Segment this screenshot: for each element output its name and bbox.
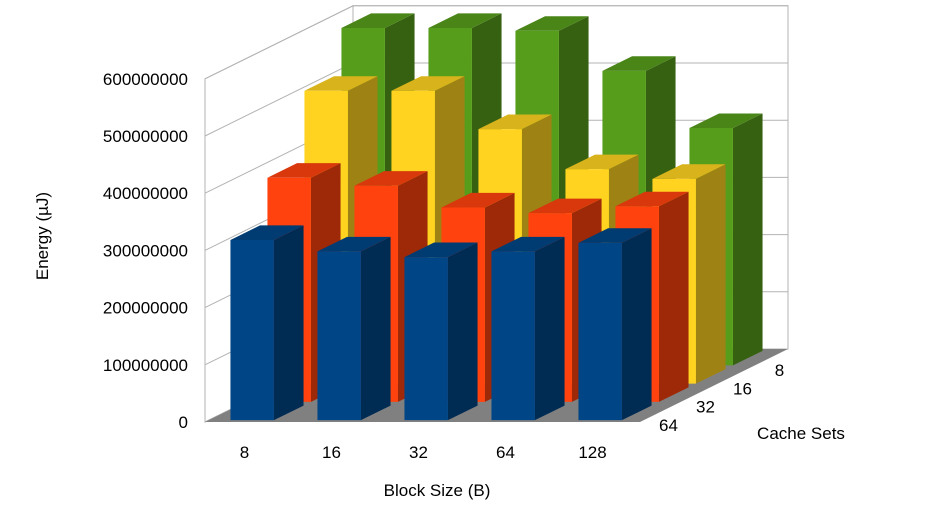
x-axis-title: Block Size (B) bbox=[384, 481, 491, 500]
bar-top bbox=[615, 191, 689, 207]
bar-top bbox=[441, 192, 515, 208]
bar-side bbox=[695, 164, 726, 384]
bar-front bbox=[491, 251, 535, 421]
bar-top bbox=[478, 114, 552, 130]
z-tick-label: 64 bbox=[659, 416, 678, 435]
y-tick-label: 100000000 bbox=[103, 356, 188, 375]
x-tick-label: 64 bbox=[496, 443, 515, 462]
bar-side bbox=[621, 228, 652, 421]
bar bbox=[404, 242, 478, 421]
bar-front bbox=[404, 257, 448, 421]
bar-front bbox=[317, 251, 361, 421]
bar-top bbox=[341, 13, 415, 28]
bar-top bbox=[578, 228, 652, 243]
bar-top bbox=[391, 76, 465, 91]
bar-top bbox=[602, 56, 676, 71]
y-tick-label: 600000000 bbox=[103, 70, 188, 89]
y-tick-label: 0 bbox=[179, 413, 188, 432]
bar-side bbox=[534, 236, 565, 421]
bar-top bbox=[317, 236, 391, 252]
bar-side bbox=[732, 113, 763, 366]
y-tick-label: 300000000 bbox=[103, 241, 188, 260]
gridline bbox=[204, 5, 788, 80]
bar-top bbox=[528, 198, 602, 214]
bar-top bbox=[565, 154, 639, 170]
bar-top bbox=[428, 13, 502, 28]
x-tick-label: 8 bbox=[240, 443, 249, 462]
bar-top bbox=[491, 236, 565, 252]
bar bbox=[491, 236, 565, 421]
bar-top bbox=[230, 225, 304, 240]
bar-top bbox=[267, 163, 341, 178]
y-tick-label: 500000000 bbox=[103, 127, 188, 146]
bar-side bbox=[447, 242, 478, 421]
bar-side bbox=[273, 225, 304, 421]
bar-top bbox=[689, 113, 763, 129]
bar bbox=[317, 236, 391, 421]
z-tick-label: 8 bbox=[775, 361, 784, 380]
bar bbox=[230, 225, 304, 421]
z-tick-label: 16 bbox=[733, 379, 752, 398]
x-tick-label: 16 bbox=[322, 443, 341, 462]
y-axis-title: Energy (µJ) bbox=[33, 192, 52, 280]
bar-side bbox=[360, 236, 391, 421]
bar-top bbox=[404, 242, 478, 258]
bar-top bbox=[515, 16, 589, 31]
bar-side bbox=[658, 191, 689, 402]
y-tick-label: 400000000 bbox=[103, 184, 188, 203]
x-tick-label: 128 bbox=[578, 443, 606, 462]
x-tick-label: 32 bbox=[409, 443, 428, 462]
bar-top bbox=[652, 164, 726, 179]
bar-top bbox=[304, 76, 378, 91]
bars bbox=[230, 13, 763, 421]
z-axis-title: Cache Sets bbox=[757, 424, 845, 443]
bar bbox=[578, 228, 652, 421]
bar-front bbox=[230, 239, 274, 421]
tick-labels: 0 100000000 200000000 300000000 400000000 500… bbox=[103, 70, 784, 462]
bar-front bbox=[578, 242, 622, 421]
z-tick-label: 32 bbox=[696, 398, 715, 417]
y-tick-label: 200000000 bbox=[103, 299, 188, 318]
bar-top bbox=[354, 171, 428, 186]
